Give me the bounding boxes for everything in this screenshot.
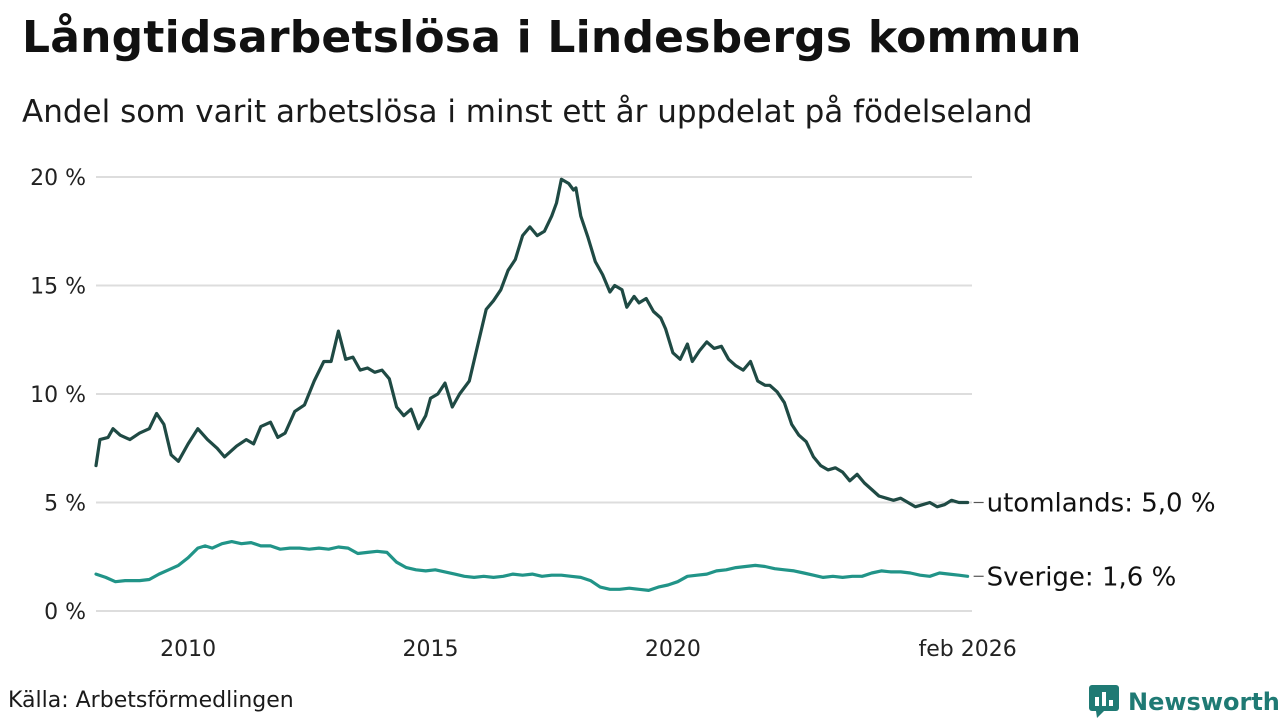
x-tick-label: 2020 [645, 637, 701, 662]
y-tick-label: 10 % [30, 383, 86, 408]
end-label-sverige: Sverige: 1,6 % [987, 562, 1177, 592]
series-line-utomlands [94, 177, 970, 509]
chart-subtitle: Andel som varit arbetslösa i minst ett å… [22, 94, 1033, 130]
brand-logo[interactable]: Newsworthy [1088, 684, 1280, 720]
x-axis: 2010 2015 2020 feb 2026 [160, 637, 1017, 662]
chart-title: Långtidsarbetslösa i Lindesbergs kommun [22, 12, 1082, 63]
x-tick-label: 2015 [402, 637, 458, 662]
grid-lines [96, 176, 972, 612]
end-label-utomlands: utomlands: 5,0 % [987, 489, 1216, 519]
y-axis: 0 % 5 % 10 % 15 % 20 % [30, 166, 86, 625]
y-tick-label: 15 % [30, 275, 86, 300]
brand-name: Newsworthy [1128, 688, 1280, 716]
source-note: Källa: Arbetsförmedlingen [8, 688, 294, 713]
series-lines [94, 177, 970, 592]
x-tick-label: 2010 [160, 637, 216, 662]
series-line-sverige [94, 540, 970, 592]
newsworthy-logo-icon [1089, 685, 1119, 718]
y-tick-label: 0 % [44, 600, 86, 625]
end-labels: utomlands: 5,0 % Sverige: 1,6 % [973, 489, 1216, 592]
x-tick-label: feb 2026 [919, 637, 1017, 662]
y-tick-label: 5 % [44, 492, 86, 517]
y-tick-label: 20 % [30, 166, 86, 191]
